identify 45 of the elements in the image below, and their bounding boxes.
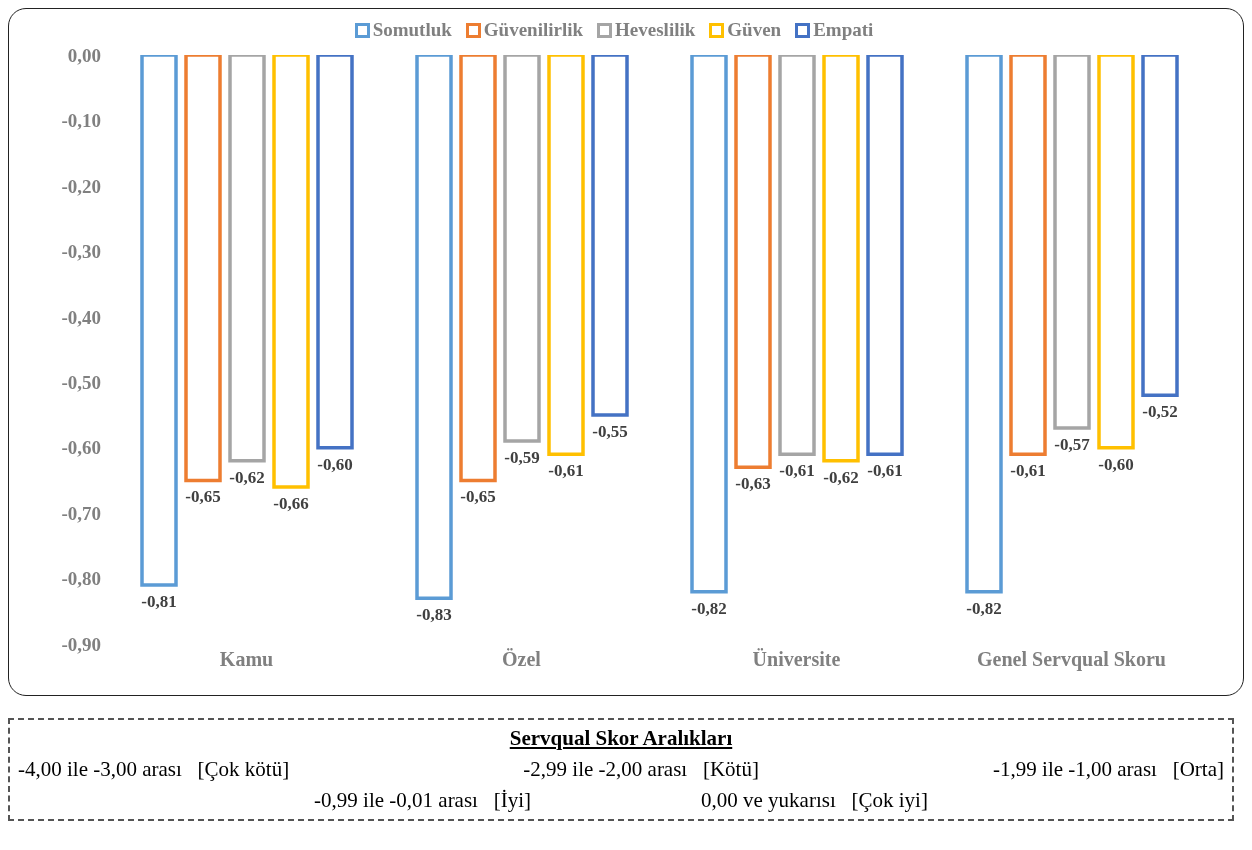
legend-label: Güven [726, 19, 782, 41]
data-label: -0,62 [229, 467, 265, 487]
y-tick-label: -0,30 [61, 241, 101, 263]
data-label: -0,81 [141, 592, 177, 612]
x-tick-label: Kamu [219, 648, 274, 671]
data-label: -0,65 [460, 487, 496, 507]
data-label: -0,59 [504, 448, 540, 468]
text: -2,99 ile -2,00 arası [Kötü] [523, 757, 759, 782]
data-label: -0,82 [691, 598, 727, 618]
y-tick-label: 0,00 [67, 44, 101, 66]
text: -1,99 ile -1,00 arası [Orta] [993, 757, 1224, 782]
x-tick-label: Üniversite [752, 648, 841, 671]
data-label: -0,61 [1010, 461, 1046, 481]
data-label: -0,65 [185, 487, 221, 507]
y-tick-label: -0,10 [61, 110, 101, 132]
legend-label: Heveslilik [614, 19, 696, 41]
text: Servqual Skor Aralıkları [508, 726, 734, 751]
data-label: -0,66 [273, 493, 309, 513]
data-label: -0,61 [779, 461, 815, 481]
y-tick-label: -0,90 [61, 633, 101, 655]
y-tick-label: -0,50 [61, 371, 101, 393]
x-tick-label: Genel Servqual Skoru [977, 648, 1166, 672]
text: -4,00 ile -3,00 arası [Çok kötü] [18, 757, 290, 782]
data-label: -0,61 [867, 461, 903, 481]
text: -0,99 ile -0,01 arası [İyi] [314, 788, 532, 813]
legend-label: Somutluk [371, 19, 452, 41]
x-tick-label: Özel [502, 648, 542, 671]
data-label: -0,55 [592, 421, 628, 441]
data-label: -0,60 [317, 454, 353, 474]
y-tick-label: -0,20 [61, 175, 101, 197]
data-label: -0,60 [1098, 454, 1134, 474]
data-label: -0,52 [1142, 402, 1178, 422]
data-label: -0,61 [548, 461, 584, 481]
data-label: -0,57 [1054, 435, 1091, 455]
data-label: -0,63 [735, 474, 771, 494]
data-label: -0,82 [966, 598, 1002, 618]
y-tick-label: -0,80 [61, 568, 101, 590]
y-tick-label: -0,40 [61, 306, 101, 328]
y-tick-label: -0,70 [61, 502, 101, 524]
legend-label: Empati [812, 19, 874, 41]
y-tick-label: -0,60 [61, 437, 101, 459]
data-label: -0,83 [416, 605, 452, 625]
text: 0,00 ve yukarısı [Çok iyi] [701, 788, 928, 813]
legend-label: Güvenilirlik [482, 19, 584, 41]
data-label: -0,62 [823, 467, 859, 487]
